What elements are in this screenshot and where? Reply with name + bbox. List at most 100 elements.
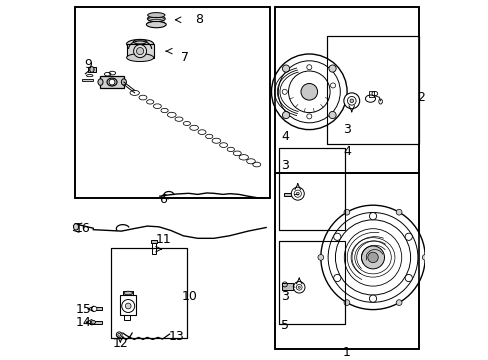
Circle shape [317, 255, 323, 260]
Circle shape [404, 233, 411, 240]
Ellipse shape [91, 320, 95, 324]
Bar [126, 44, 153, 58]
Bar [368, 91, 373, 97]
Circle shape [395, 209, 401, 215]
Circle shape [133, 45, 146, 58]
Bar [326, 36, 418, 144]
Bar [111, 248, 186, 338]
Text: 5: 5 [280, 319, 288, 332]
Text: 3: 3 [343, 123, 350, 136]
Circle shape [92, 306, 97, 311]
Circle shape [404, 274, 411, 282]
Circle shape [296, 192, 299, 195]
Bar [278, 241, 345, 324]
Bar [284, 193, 294, 196]
Ellipse shape [126, 40, 153, 49]
Text: 1: 1 [343, 346, 350, 359]
Text: 4: 4 [280, 130, 288, 143]
Text: 16: 16 [75, 222, 90, 235]
Bar [282, 283, 292, 290]
Circle shape [282, 112, 289, 119]
Bar [75, 7, 269, 198]
Circle shape [293, 282, 305, 293]
Text: 13: 13 [168, 330, 183, 343]
Bar [151, 240, 157, 243]
Circle shape [125, 303, 131, 309]
Ellipse shape [98, 79, 103, 85]
Circle shape [368, 212, 376, 220]
Circle shape [306, 114, 311, 119]
Ellipse shape [73, 224, 79, 230]
Bar [75, 7, 269, 198]
Circle shape [368, 295, 376, 302]
Circle shape [344, 209, 349, 215]
Bar [278, 148, 345, 230]
Circle shape [330, 83, 335, 88]
Bar [275, 7, 418, 173]
Circle shape [320, 205, 425, 310]
Bar [278, 241, 345, 324]
Circle shape [282, 65, 289, 72]
Circle shape [349, 99, 353, 103]
Circle shape [344, 300, 349, 306]
Circle shape [361, 246, 384, 269]
Circle shape [282, 89, 286, 94]
Ellipse shape [147, 16, 165, 22]
Text: 9: 9 [84, 58, 92, 71]
Bar [111, 248, 186, 338]
Bar [120, 295, 136, 315]
Ellipse shape [147, 13, 164, 18]
Text: 3: 3 [280, 291, 288, 303]
Ellipse shape [133, 40, 146, 44]
Text: 11: 11 [155, 233, 171, 246]
Bar [152, 243, 156, 254]
Ellipse shape [89, 67, 94, 72]
Circle shape [395, 300, 401, 306]
Circle shape [333, 233, 340, 240]
Text: 4: 4 [343, 145, 350, 158]
Bar [123, 315, 129, 320]
Text: 7: 7 [181, 51, 189, 64]
Text: 14: 14 [76, 316, 91, 329]
Ellipse shape [126, 54, 153, 62]
Circle shape [422, 255, 427, 260]
Ellipse shape [146, 21, 166, 28]
Bar [88, 67, 96, 72]
Bar [123, 291, 133, 295]
Text: 6: 6 [159, 193, 167, 206]
Circle shape [343, 93, 359, 109]
Bar [101, 76, 123, 88]
Ellipse shape [123, 291, 132, 295]
Bar [91, 307, 102, 310]
Text: 3: 3 [280, 159, 288, 172]
Text: 15: 15 [76, 303, 91, 316]
Circle shape [298, 286, 300, 288]
Text: 8: 8 [195, 13, 203, 26]
Circle shape [301, 84, 317, 100]
Ellipse shape [121, 79, 126, 85]
Circle shape [271, 54, 346, 130]
Text: 10: 10 [182, 291, 197, 303]
Circle shape [328, 112, 335, 119]
Bar [326, 36, 418, 144]
Circle shape [136, 48, 143, 55]
Bar [82, 79, 93, 81]
Circle shape [367, 252, 377, 263]
Circle shape [109, 79, 115, 85]
Bar [275, 7, 418, 173]
Bar [278, 148, 345, 230]
Circle shape [291, 187, 304, 200]
Bar [275, 173, 418, 349]
Circle shape [118, 333, 121, 336]
Circle shape [328, 65, 335, 72]
Bar [89, 321, 102, 324]
Ellipse shape [107, 78, 117, 86]
Bar [275, 173, 418, 349]
Circle shape [333, 274, 340, 282]
Circle shape [306, 65, 311, 70]
Bar [75, 7, 269, 198]
Bar [275, 173, 418, 349]
Bar [275, 7, 418, 173]
Text: 12: 12 [112, 337, 128, 350]
Text: 2: 2 [416, 91, 424, 104]
